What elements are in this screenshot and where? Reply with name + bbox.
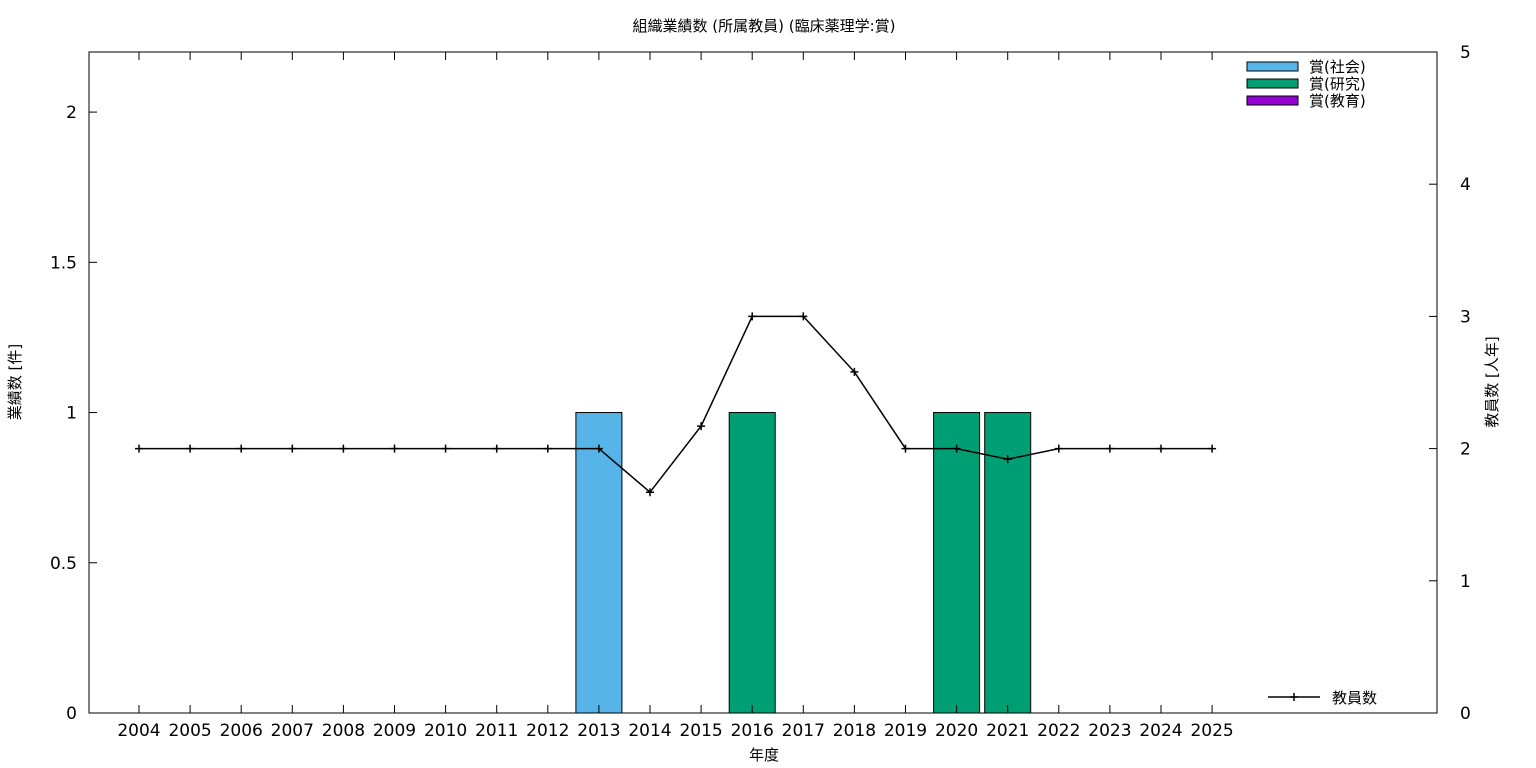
- bar: [933, 412, 981, 714]
- y2-tick-label: 5: [1460, 43, 1471, 63]
- line-point: [594, 444, 603, 453]
- bar: [575, 412, 623, 714]
- x-tick-label: 2020: [935, 721, 978, 741]
- x-tick-label: 2017: [782, 721, 825, 741]
- y-tick-label: 0: [66, 704, 77, 724]
- x-tick-label: 2016: [731, 721, 774, 741]
- legend-swatch: [1246, 61, 1299, 72]
- line-point: [339, 444, 348, 453]
- y2-tick-label: 3: [1460, 307, 1471, 327]
- line-point: [901, 444, 910, 453]
- x-tick-label: 2009: [373, 721, 416, 741]
- x-tick-label: 2025: [1190, 721, 1233, 741]
- y2-tick-label: 1: [1460, 572, 1471, 592]
- x-tick-label: 2022: [1037, 721, 1080, 741]
- line-point: [1208, 444, 1217, 453]
- line-point: [850, 367, 859, 376]
- y2-tick-label: 2: [1460, 440, 1471, 460]
- line-point: [748, 312, 757, 321]
- legend-label: 賞(社会): [1309, 58, 1366, 76]
- line-point: [441, 444, 450, 453]
- x-tick-label: 2021: [986, 721, 1029, 741]
- y2-tick-label: 4: [1460, 175, 1471, 195]
- x-tick-label: 2004: [117, 721, 160, 741]
- chart-title: 組織業績数 (所属教員) (臨床薬理学:賞): [633, 17, 896, 35]
- line-point: [697, 422, 706, 431]
- legend-label: 賞(教育): [1309, 92, 1366, 110]
- legend-swatch: [1246, 78, 1299, 89]
- line-point: [288, 444, 297, 453]
- x-axis-label: 年度: [749, 746, 779, 764]
- x-tick-label: 2013: [577, 721, 620, 741]
- line-point: [135, 444, 143, 453]
- bar: [728, 412, 776, 714]
- line-point: [390, 444, 399, 453]
- legend-line-marker: [1290, 693, 1298, 701]
- x-tick-label: 2010: [424, 721, 467, 741]
- x-tick-label: 2018: [833, 721, 876, 741]
- legend-swatch: [1246, 95, 1299, 106]
- line-series: [139, 315, 1213, 494]
- x-tick-label: 2008: [322, 721, 365, 741]
- y-axis-label: 業績数 [件]: [6, 344, 24, 420]
- line-point: [1003, 455, 1012, 464]
- x-tick-label: 2006: [220, 721, 263, 741]
- x-tick-label: 2019: [884, 721, 927, 741]
- x-tick-label: 2007: [271, 721, 314, 741]
- line-point: [237, 444, 246, 453]
- line-point: [799, 312, 808, 321]
- line-point: [186, 444, 195, 453]
- x-tick-label: 2014: [628, 721, 671, 741]
- line-point: [1054, 444, 1063, 453]
- y-tick-label: 2: [66, 103, 77, 123]
- bar-layer: [575, 412, 1032, 714]
- y2-tick-label: 0: [1460, 704, 1471, 724]
- y-tick-label: 1.5: [50, 253, 77, 273]
- y-tick-label: 1: [66, 404, 77, 424]
- line-layer: [135, 312, 1217, 497]
- line-point: [1105, 444, 1114, 453]
- x-tick-label: 2024: [1139, 721, 1182, 741]
- line-point: [952, 444, 961, 453]
- x-tick-label: 2015: [679, 721, 722, 741]
- line-point: [492, 444, 501, 453]
- line-point: [543, 444, 552, 453]
- legend-label: 教員数: [1332, 689, 1377, 707]
- x-tick-label: 2012: [526, 721, 569, 741]
- x-tick-label: 2023: [1088, 721, 1131, 741]
- legend: 賞(社会)賞(研究)賞(教育) 教員数: [1246, 58, 1377, 707]
- line-point: [646, 488, 654, 497]
- legend-label: 賞(研究): [1309, 75, 1366, 93]
- y-tick-label: 0.5: [50, 554, 77, 574]
- x-tick-label: 2011: [475, 721, 518, 741]
- line-point: [1157, 444, 1165, 453]
- y2-axis-label: 教員数 [人年]: [1483, 336, 1501, 427]
- x-tick-label: 2005: [168, 721, 211, 741]
